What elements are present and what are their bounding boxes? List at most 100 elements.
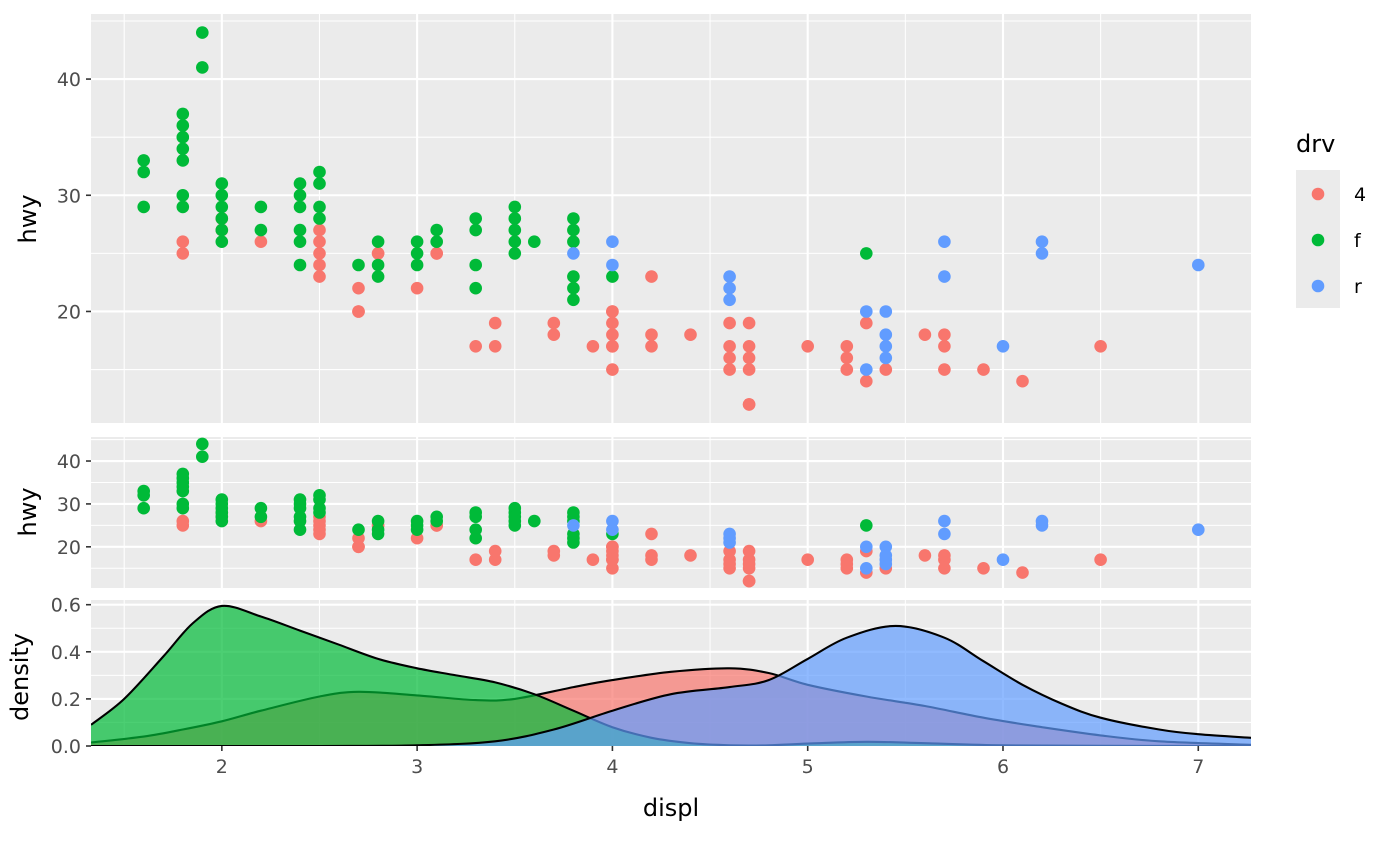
point-drv-f: [567, 536, 580, 549]
x-tick-label: 4: [606, 756, 618, 778]
point-drv-r: [1035, 235, 1049, 248]
legend-key-r: [1311, 279, 1325, 293]
x-tick-label: 2: [216, 756, 228, 778]
point-drv-f: [567, 270, 580, 283]
point-drv-4: [840, 340, 854, 353]
point-drv-4: [938, 328, 951, 342]
point-drv-f: [137, 200, 150, 214]
point-drv-r: [860, 305, 873, 318]
point-drv-r: [860, 562, 873, 575]
point-drv-4: [488, 544, 502, 558]
point-drv-f: [215, 177, 229, 190]
density-area-drv-r: [91, 625, 1251, 746]
point-drv-f: [352, 523, 365, 536]
density-area-drv-f: [91, 605, 1251, 746]
point-drv-4: [352, 305, 365, 318]
y-tick-label: 0.2: [51, 689, 81, 711]
point-drv-r: [879, 351, 893, 365]
point-drv-f: [313, 212, 326, 225]
point-drv-f: [313, 506, 326, 519]
legend-label-r: r: [1354, 276, 1362, 298]
point-drv-f: [137, 154, 150, 167]
point-drv-r: [996, 340, 1010, 353]
point-drv-4: [938, 340, 951, 353]
point-drv-f: [469, 531, 483, 545]
y-tick-label: 40: [57, 69, 81, 91]
point-drv-4: [860, 374, 873, 388]
x-axis-title: displ: [643, 794, 699, 822]
point-drv-f: [469, 258, 483, 272]
point-drv-4: [879, 363, 893, 376]
point-drv-f: [293, 177, 307, 190]
point-drv-4: [469, 340, 483, 353]
point-drv-f: [196, 450, 209, 464]
y-tick-label: 20: [57, 301, 81, 323]
point-drv-f: [176, 119, 190, 132]
legend-label-4: 4: [1354, 184, 1366, 206]
point-drv-r: [879, 305, 893, 318]
point-drv-f: [567, 223, 580, 237]
point-drv-r: [606, 523, 619, 536]
point-drv-4: [860, 316, 873, 330]
point-drv-f: [293, 258, 307, 272]
density-outline-drv-r: [91, 624, 1251, 746]
point-drv-4: [469, 553, 483, 566]
point-drv-f: [313, 165, 326, 179]
point-drv-4: [645, 270, 658, 283]
point-drv-f: [508, 235, 522, 248]
point-drv-4: [742, 340, 756, 353]
point-drv-4: [918, 549, 932, 562]
point-drv-r: [996, 553, 1010, 566]
point-drv-f: [352, 258, 365, 272]
point-drv-4: [313, 235, 326, 248]
point-drv-r: [723, 270, 736, 283]
point-drv-4: [313, 247, 326, 260]
point-drv-4: [176, 519, 190, 532]
point-drv-f: [215, 235, 229, 248]
point-drv-f: [508, 223, 522, 237]
point-drv-f: [469, 281, 483, 295]
point-drv-f: [176, 484, 190, 498]
y-tick-label: 40: [57, 451, 81, 473]
point-drv-4: [840, 553, 854, 566]
point-drv-4: [606, 316, 619, 330]
point-drv-f: [860, 247, 873, 260]
point-drv-f: [313, 200, 326, 214]
panel-background: [91, 437, 1251, 588]
point-drv-4: [723, 363, 736, 376]
point-drv-r: [938, 270, 951, 283]
points-layer: [137, 437, 1205, 588]
point-drv-r: [1035, 247, 1049, 260]
point-drv-r: [938, 527, 951, 541]
point-drv-4: [313, 270, 326, 283]
point-drv-4: [742, 544, 756, 558]
point-drv-f: [508, 519, 522, 532]
y-tick-label: 0.6: [51, 595, 81, 617]
point-drv-f: [410, 258, 424, 272]
point-drv-f: [196, 26, 209, 39]
point-drv-f: [176, 501, 190, 515]
point-drv-4: [352, 281, 365, 295]
point-drv-4: [176, 247, 190, 260]
point-drv-4: [313, 223, 326, 237]
point-drv-4: [1016, 374, 1029, 388]
point-drv-f: [410, 247, 424, 260]
point-drv-4: [938, 363, 951, 376]
point-drv-r: [567, 519, 580, 532]
point-drv-4: [606, 363, 619, 376]
point-drv-f: [469, 510, 483, 524]
point-drv-f: [176, 200, 190, 214]
point-drv-f: [215, 514, 229, 528]
point-drv-4: [606, 340, 619, 353]
point-drv-4: [801, 553, 814, 566]
points-layer: [137, 26, 1205, 411]
legend-key-4: [1311, 187, 1325, 201]
x-tick-label: 3: [411, 756, 423, 778]
point-drv-r: [1192, 523, 1205, 536]
point-drv-r: [938, 235, 951, 248]
point-drv-4: [742, 398, 756, 411]
point-drv-f: [254, 510, 268, 524]
point-drv-4: [586, 553, 600, 566]
point-drv-4: [547, 328, 561, 342]
point-drv-4: [977, 562, 990, 575]
